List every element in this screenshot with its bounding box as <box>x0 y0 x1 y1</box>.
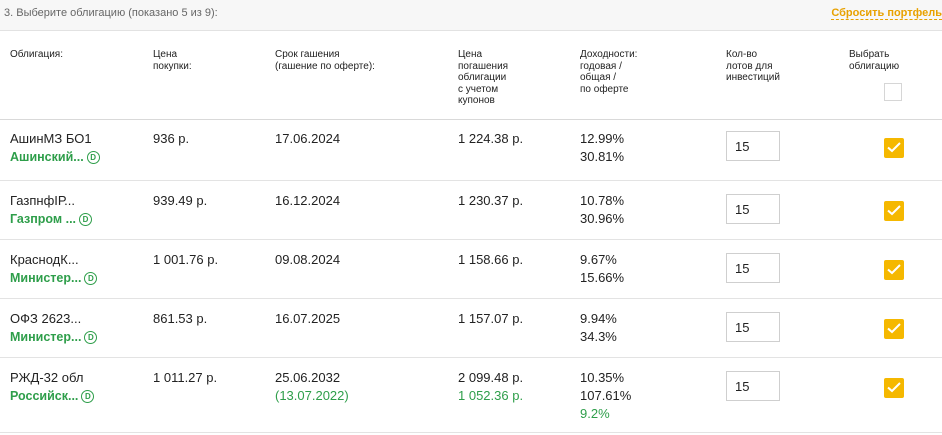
reset-portfolio-link[interactable]: Сбросить портфель <box>831 7 942 20</box>
column-header-maturity: Срок гашения (гашение по оферте): <box>275 49 375 72</box>
yield-cell: 10.35% 107.61% 9.2% <box>580 369 631 423</box>
issuer-info-icon[interactable]: D <box>84 272 98 286</box>
check-icon <box>887 382 901 393</box>
select-bond-checkbox[interactable] <box>884 319 904 339</box>
check-icon <box>887 142 901 153</box>
yield-annual: 12.99% <box>580 131 625 146</box>
yield-total: 107.61% <box>580 388 632 403</box>
issuer-info-icon[interactable]: D <box>81 390 95 404</box>
price-cell: 1 011.27 р. <box>153 370 218 385</box>
table-row: АшинМЗ БО1 Ашинский... D 936 р. 17.06.202… <box>0 119 942 181</box>
maturity-cell: 25.06.2032 (13.07.2022) <box>275 369 349 405</box>
yield-annual: 9.67% <box>580 252 617 267</box>
yield-annual: 10.78% <box>580 193 625 208</box>
offer-date: (13.07.2022) <box>275 388 349 403</box>
bond-name: КраснодК... <box>10 252 79 267</box>
redemption-cell: 1 158.66 р. <box>458 252 524 267</box>
yield-cell: 12.99% 30.81% <box>580 130 624 166</box>
table-row: ГазпнфІР... Газпром ... D 939.49 р. 16.12… <box>0 181 942 240</box>
yield-annual: 9.94% <box>580 311 617 326</box>
bond-cell: ГазпнфІР... Газпром ... D <box>10 192 93 228</box>
price-cell: 939.49 р. <box>153 193 208 208</box>
yield-total: 30.96% <box>580 211 625 226</box>
redemption-offer-value: 1 052.36 р. <box>458 388 524 403</box>
yield-total: 30.81% <box>580 149 625 164</box>
bond-name: ОФЗ 2623... <box>10 311 82 326</box>
column-header-select: Выбрать облигацию <box>849 49 900 72</box>
issuer-link[interactable]: Министер... D <box>10 269 98 287</box>
bond-name: РЖД-32 обл <box>10 370 84 385</box>
table-row: ОФЗ 2623... Министер... D 861.53 р. 16.07… <box>0 299 942 358</box>
select-all-checkbox[interactable] <box>884 83 902 101</box>
step-title: 3. Выберите облигацию (показано 5 из 9): <box>4 7 218 19</box>
redemption-cell: 1 224.38 р. <box>458 131 524 146</box>
table-row: КраснодК... Министер... D 1 001.76 р. 09.… <box>0 240 942 299</box>
bond-cell: АшинМЗ БО1 Ашинский... D <box>10 130 100 166</box>
yield-annual: 10.35% <box>580 370 625 385</box>
maturity-cell: 16.12.2024 <box>275 193 341 208</box>
issuer-link[interactable]: Газпром ... D <box>10 210 93 228</box>
price-cell: 1 001.76 р. <box>153 252 219 267</box>
issuer-link[interactable]: Российск... D <box>10 387 95 405</box>
table-header: Облигация: Цена покупки: Срок гашения (гаш… <box>0 31 942 120</box>
bonds-table: Облигация: Цена покупки: Срок гашения (гаш… <box>0 30 942 435</box>
column-header-lots: Кол-во лотов для инвестиций <box>726 49 780 83</box>
issuer-info-icon[interactable]: D <box>84 331 98 345</box>
price-cell: 936 р. <box>153 131 190 146</box>
lots-input[interactable] <box>726 131 780 161</box>
redemption-cell: 1 230.37 р. <box>458 193 524 208</box>
column-header-yield: Доходности: годовая / общая / по оферте <box>580 49 638 95</box>
yield-cell: 9.67% 15.66% <box>580 251 624 287</box>
select-bond-checkbox[interactable] <box>884 260 904 280</box>
maturity-cell: 17.06.2024 <box>275 131 341 146</box>
maturity-cell: 16.07.2025 <box>275 311 341 326</box>
maturity-cell: 09.08.2024 <box>275 252 341 267</box>
select-bond-checkbox[interactable] <box>884 201 904 221</box>
column-header-price: Цена покупки: <box>153 49 192 72</box>
price-cell: 861.53 р. <box>153 311 208 326</box>
yield-offer: 9.2% <box>580 406 610 421</box>
redemption-cell: 1 157.07 р. <box>458 311 524 326</box>
bond-cell: РЖД-32 обл Российск... D <box>10 369 95 405</box>
lots-input[interactable] <box>726 253 780 283</box>
column-header-bond: Облигация: <box>10 49 63 60</box>
bond-name: АшинМЗ БО1 <box>10 131 92 146</box>
check-icon <box>887 205 901 216</box>
redemption-value: 2 099.48 р. <box>458 370 524 385</box>
yield-cell: 10.78% 30.96% <box>580 192 624 228</box>
lots-input[interactable] <box>726 312 780 342</box>
column-header-redemption: Цена погашения облигации с учетом купонов <box>458 49 509 106</box>
issuer-link[interactable]: Министер... D <box>10 328 98 346</box>
lots-input[interactable] <box>726 194 780 224</box>
issuer-info-icon[interactable]: D <box>79 213 93 227</box>
lots-input[interactable] <box>726 371 780 401</box>
maturity-date: 25.06.2032 <box>275 370 341 385</box>
issuer-info-icon[interactable]: D <box>86 151 100 165</box>
redemption-cell: 2 099.48 р. 1 052.36 р. <box>458 369 523 405</box>
issuer-link[interactable]: Ашинский... D <box>10 148 100 166</box>
section-header: 3. Выберите облигацию (показано 5 из 9):… <box>0 0 942 28</box>
bond-name: ГазпнфІР... <box>10 193 75 208</box>
check-icon <box>887 323 901 334</box>
select-bond-checkbox[interactable] <box>884 138 904 158</box>
yield-total: 34.3% <box>580 329 617 344</box>
bond-cell: КраснодК... Министер... D <box>10 251 98 287</box>
check-icon <box>887 264 901 275</box>
select-bond-checkbox[interactable] <box>884 378 904 398</box>
table-row: РЖД-32 обл Российск... D 1 011.27 р. 25.0… <box>0 358 942 433</box>
yield-total: 15.66% <box>580 270 625 285</box>
yield-cell: 9.94% 34.3% <box>580 310 617 346</box>
bond-cell: ОФЗ 2623... Министер... D <box>10 310 98 346</box>
